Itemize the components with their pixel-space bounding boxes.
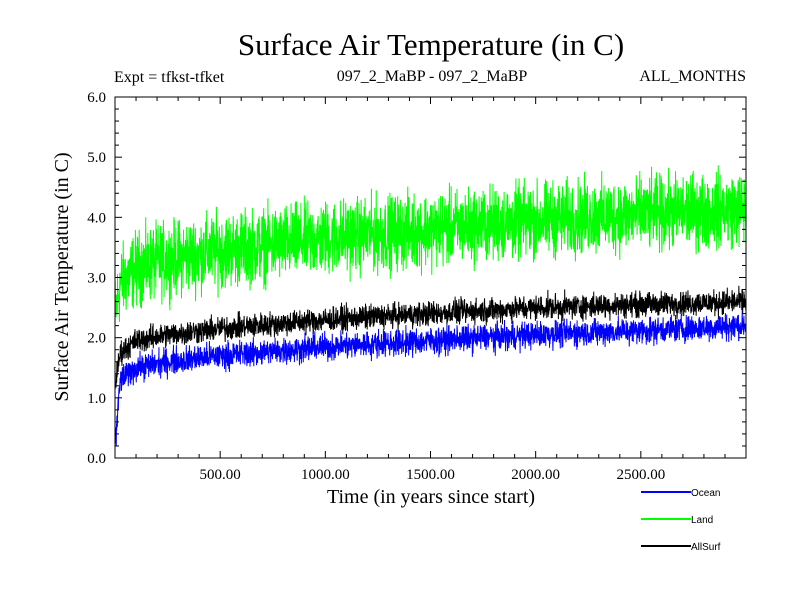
x-axis-label: Time (in years since start): [327, 486, 535, 508]
series-line-land: [114, 165, 747, 322]
series-line-allsurf: [114, 285, 747, 390]
x-tick-label: 500.00: [200, 467, 241, 483]
y-tick-label: 2.0: [87, 331, 106, 347]
series-layer: [114, 165, 747, 446]
x-tick-label: 2500.00: [616, 467, 665, 483]
x-tick-label: 2000.00: [511, 467, 560, 483]
y-tick-label: 5.0: [87, 150, 106, 166]
y-tick-label: 1.0: [87, 391, 106, 407]
legend: Ocean Land AllSurf: [641, 488, 721, 553]
x-tick-label: 1500.00: [406, 467, 455, 483]
ticks-layer: 500.00 1000.00 1500.00 2000.00 2500.00 0.0 1.0…: [87, 90, 746, 483]
series-line-ocean: [114, 310, 747, 446]
chart-subtitle-period: 097_2_MaBP - 097_2_MaBP: [337, 68, 528, 85]
y-tick-label: 0.0: [87, 451, 106, 467]
legend-label-ocean: Ocean: [691, 488, 720, 499]
legend-label-land: Land: [691, 515, 713, 526]
chart-title: Surface Air Temperature (in C): [238, 27, 624, 62]
y-tick-label: 6.0: [87, 90, 106, 106]
chart-subtitle-months: ALL_MONTHS: [639, 68, 746, 85]
legend-label-allsurf: AllSurf: [691, 542, 721, 553]
chart-subtitle-experiment: Expt = tfkst-tfket: [114, 69, 225, 86]
plot-frame: [114, 96, 747, 459]
y-axis-label: Surface Air Temperature (in C): [51, 152, 73, 401]
y-tick-label: 4.0: [87, 210, 106, 226]
y-tick-label: 3.0: [87, 271, 106, 287]
x-tick-label: 1000.00: [301, 467, 350, 483]
